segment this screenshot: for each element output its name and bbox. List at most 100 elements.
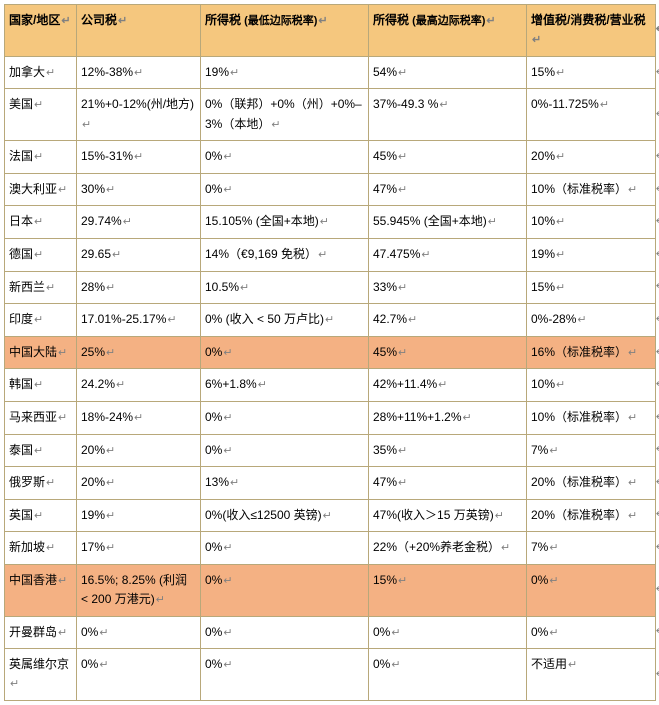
cell-c3: 42%+11.4%↵ [369,369,527,402]
cell-c2: 6%+1.8%↵ [201,369,369,402]
cell-c2: 14%（€9,169 免税）↵ [201,238,369,271]
cell-c3: 35%↵ [369,434,527,467]
cell-c4: 0%↵↵ [527,616,656,649]
table-row: 英属维尔京↵0%↵0%↵0%↵不适用↵↵ [5,649,656,701]
cell-c0: 德国↵ [5,238,77,271]
cell-c3: 55.945% (全国+本地)↵ [369,206,527,239]
cell-c4: 19%↵↵ [527,238,656,271]
table-row: 中国大陆↵25%↵0%↵45%↵16%（标准税率）↵↵ [5,336,656,369]
cell-c4: 10%↵↵ [527,206,656,239]
header-country: 国家/地区↵ [5,5,77,57]
cell-c3: 47.475%↵ [369,238,527,271]
cell-c1: 17%↵ [77,532,201,565]
cell-c2: 0%↵ [201,173,369,206]
cell-c4: 15%↵↵ [527,56,656,89]
cell-c4: 20%↵↵ [527,141,656,174]
cell-c4: 0%↵↵ [527,564,656,616]
cell-c0: 法国↵ [5,141,77,174]
cell-c2: 0%↵ [201,564,369,616]
table-row: 日本↵29.74%↵15.105% (全国+本地)↵55.945% (全国+本地… [5,206,656,239]
cell-c3: 0%↵ [369,649,527,701]
cell-c2: 0%↵ [201,401,369,434]
cell-c3: 37%-49.3 %↵ [369,89,527,141]
cell-c4: 20%（标准税率）↵↵ [527,499,656,532]
cell-c3: 47%↵ [369,173,527,206]
cell-c1: 0%↵ [77,616,201,649]
cell-c1: 21%+0-12%(州/地方)↵ [77,89,201,141]
cell-c3: 45%↵ [369,336,527,369]
table-row: 美国↵21%+0-12%(州/地方)↵0%（联邦）+0%（州）+0%–3%（本地… [5,89,656,141]
cell-c1: 12%-38%↵ [77,56,201,89]
table-row: 俄罗斯↵20%↵13%↵47%↵20%（标准税率）↵↵ [5,467,656,500]
cell-c0: 英属维尔京↵ [5,649,77,701]
cell-c4: 0%-28%↵↵ [527,304,656,337]
cell-c1: 17.01%-25.17%↵ [77,304,201,337]
cell-c1: 24.2%↵ [77,369,201,402]
cell-c1: 30%↵ [77,173,201,206]
cell-c4: 20%（标准税率）↵↵ [527,467,656,500]
header-income-low: 所得税 (最低边际税率)↵ [201,5,369,57]
cell-c4: 7%↵↵ [527,532,656,565]
header-corp-tax: 公司税↵ [77,5,201,57]
table-row: 中国香港↵16.5%; 8.25% (利润 < 200 万港元)↵0%↵15%↵… [5,564,656,616]
cell-c2: 0%↵ [201,336,369,369]
cell-c3: 54%↵ [369,56,527,89]
table-body: 加拿大↵12%-38%↵19%↵54%↵15%↵↵美国↵21%+0-12%(州/… [5,56,656,700]
cell-c0: 加拿大↵ [5,56,77,89]
table-row: 新西兰↵28%↵10.5%↵33%↵15%↵↵ [5,271,656,304]
table-row: 澳大利亚↵30%↵0%↵47%↵10%（标准税率）↵↵ [5,173,656,206]
cell-c2: 0%↵ [201,532,369,565]
table-row: 泰国↵20%↵0%↵35%↵7%↵↵ [5,434,656,467]
cell-c1: 16.5%; 8.25% (利润 < 200 万港元)↵ [77,564,201,616]
cell-c4: 10%↵↵ [527,369,656,402]
cell-c2: 19%↵ [201,56,369,89]
cell-c3: 47%↵ [369,467,527,500]
table-row: 印度↵17.01%-25.17%↵0% (收入 < 50 万卢比)↵42.7%↵… [5,304,656,337]
cell-c1: 20%↵ [77,434,201,467]
cell-c1: 0%↵ [77,649,201,701]
cell-c4: 15%↵↵ [527,271,656,304]
cell-c4: 10%（标准税率）↵↵ [527,401,656,434]
cell-c3: 22%（+20%养老金税）↵ [369,532,527,565]
table-row: 加拿大↵12%-38%↵19%↵54%↵15%↵↵ [5,56,656,89]
cell-c0: 新加坡↵ [5,532,77,565]
cell-c0: 马来西亚↵ [5,401,77,434]
cell-c4: 7%↵↵ [527,434,656,467]
cell-c0: 英国↵ [5,499,77,532]
header-income-high: 所得税 (最高边际税率)↵ [369,5,527,57]
cell-c4: 不适用↵↵ [527,649,656,701]
cell-c3: 45%↵ [369,141,527,174]
cell-c0: 日本↵ [5,206,77,239]
cell-c2: 0% (收入 < 50 万卢比)↵ [201,304,369,337]
cell-c1: 20%↵ [77,467,201,500]
table-row: 新加坡↵17%↵0%↵22%（+20%养老金税）↵7%↵↵ [5,532,656,565]
table-row: 英国↵19%↵0%(收入≤12500 英镑)↵47%(收入＞15 万英镑)↵20… [5,499,656,532]
cell-c2: 0%（联邦）+0%（州）+0%–3%（本地）↵ [201,89,369,141]
tax-table: 国家/地区↵公司税↵所得税 (最低边际税率)↵所得税 (最高边际税率)↵增值税/… [4,4,656,701]
cell-c0: 泰国↵ [5,434,77,467]
table-row: 德国↵29.65↵14%（€9,169 免税）↵47.475%↵19%↵↵ [5,238,656,271]
table-row: 法国↵15%-31%↵0%↵45%↵20%↵↵ [5,141,656,174]
cell-c2: 0%↵ [201,649,369,701]
cell-c2: 15.105% (全国+本地)↵ [201,206,369,239]
cell-c2: 0%↵ [201,141,369,174]
cell-c3: 28%+11%+1.2%↵ [369,401,527,434]
cell-c1: 18%-24%↵ [77,401,201,434]
cell-c2: 13%↵ [201,467,369,500]
table-row: 开曼群岛↵0%↵0%↵0%↵0%↵↵ [5,616,656,649]
cell-c0: 新西兰↵ [5,271,77,304]
cell-c3: 15%↵ [369,564,527,616]
cell-c0: 印度↵ [5,304,77,337]
cell-c0: 中国香港↵ [5,564,77,616]
cell-c1: 19%↵ [77,499,201,532]
cell-c1: 25%↵ [77,336,201,369]
cell-c3: 47%(收入＞15 万英镑)↵ [369,499,527,532]
cell-c2: 0%↵ [201,434,369,467]
table-row: 马来西亚↵18%-24%↵0%↵28%+11%+1.2%↵10%（标准税率）↵↵ [5,401,656,434]
cell-c1: 15%-31%↵ [77,141,201,174]
cell-c1: 28%↵ [77,271,201,304]
cell-c1: 29.74%↵ [77,206,201,239]
cell-c2: 0%(收入≤12500 英镑)↵ [201,499,369,532]
cell-c1: 29.65↵ [77,238,201,271]
cell-c3: 42.7%↵ [369,304,527,337]
